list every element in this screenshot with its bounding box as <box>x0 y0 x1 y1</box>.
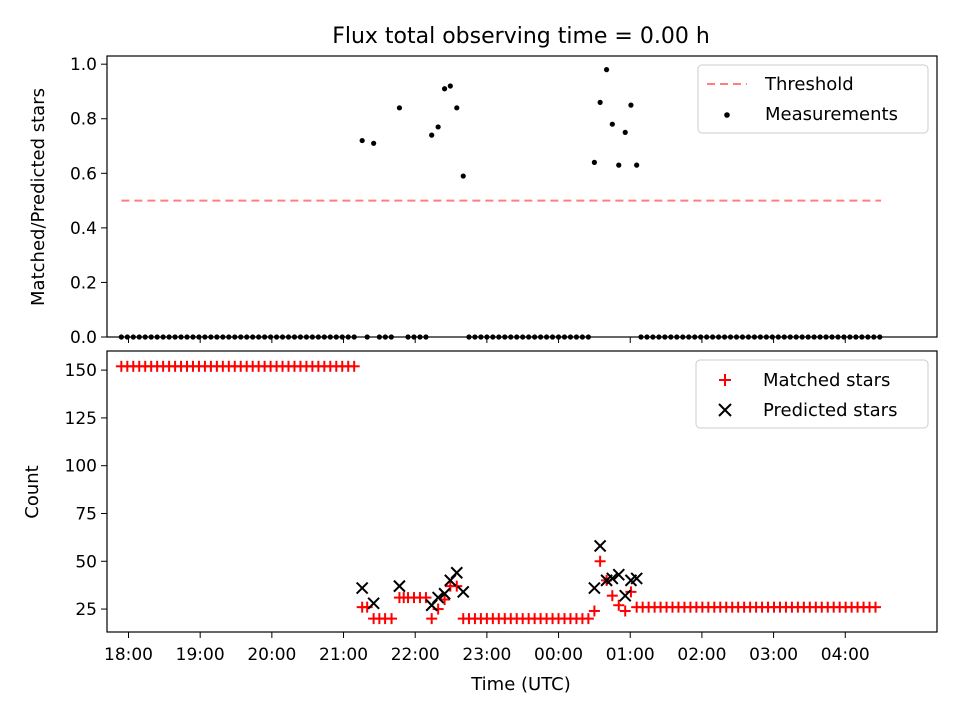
measurement-point <box>609 121 615 127</box>
threshold-legend-label: Threshold <box>764 74 854 95</box>
matched-star-point <box>613 599 625 611</box>
x-tick-label: 21:00 <box>319 645 368 665</box>
matched-star-point <box>619 605 631 617</box>
predicted-stars-legend-swatch <box>718 403 732 417</box>
top-axes: 0.0 0.2 0.4 0.6 0.8 1.0 Matched/Predicted sta… <box>28 55 938 348</box>
chart-title: Flux total observing time = 0.00 h <box>332 24 710 49</box>
top-legend: Threshold Measurements <box>697 64 929 134</box>
predicted-star-point <box>588 581 601 595</box>
top-y-tick-label: 0.6 <box>70 164 97 184</box>
x-tick-label: 00:00 <box>534 645 583 665</box>
top-y-tick-label: 0.8 <box>70 110 97 130</box>
top-y-tick-label: 0.2 <box>70 273 97 293</box>
bottom-plot-area <box>115 360 882 625</box>
bottom-axes: 25 50 75 100 125 150 18:00 19:00 20:00 21:00 22:0… <box>22 350 938 695</box>
matched-star-point <box>420 592 432 604</box>
top-y-ticks: 0.0 0.2 0.4 0.6 0.8 1.0 <box>70 55 107 348</box>
bottom-y-tick-label: 150 <box>65 361 97 381</box>
x-tick-label: 03:00 <box>749 645 798 665</box>
matched-star-point <box>594 555 606 567</box>
matched-star-point <box>870 601 882 613</box>
bottom-y-ticks: 25 50 75 100 125 150 <box>65 361 107 620</box>
matched-star-point <box>582 613 594 625</box>
bottom-y-tick-label: 75 <box>75 504 97 524</box>
measurement-point <box>447 83 453 89</box>
top-x-ticks <box>128 337 846 343</box>
measurement-point <box>460 173 466 179</box>
measurement-point <box>371 140 377 146</box>
measurement-point <box>454 105 460 111</box>
matched-stars-legend-swatch <box>719 374 731 386</box>
x-tick-label: 01:00 <box>606 645 655 665</box>
x-tick-label: 04:00 <box>821 645 870 665</box>
predicted-stars-legend-label: Predicted stars <box>763 400 897 421</box>
matched-star-point <box>426 613 438 625</box>
predicted-star-point <box>606 572 619 585</box>
measurement-point <box>396 105 403 111</box>
matched-star-point <box>457 613 469 625</box>
measurement-point <box>429 132 435 138</box>
matched-star-point <box>348 360 360 372</box>
predicted-star-point <box>393 579 406 593</box>
x-tick-label: 18:00 <box>104 645 153 665</box>
measurement-point <box>597 99 603 105</box>
measurement-point <box>359 137 365 144</box>
predicted-star-point <box>593 539 607 553</box>
top-axes-frame <box>106 55 938 338</box>
predicted-star-point <box>450 566 463 579</box>
bottom-y-axis-label: Count <box>22 465 43 518</box>
matched-star-point <box>588 605 600 617</box>
measurements-legend-label: Measurements <box>765 104 898 125</box>
x-tick-label: 22:00 <box>391 645 440 665</box>
top-y-tick-label: 0.4 <box>70 219 97 239</box>
bottom-y-tick-label: 125 <box>65 409 97 429</box>
predicted-star-point <box>612 568 625 581</box>
measurement-point <box>634 162 640 168</box>
x-tick-label: 20:00 <box>247 645 296 665</box>
x-tick-label: 02:00 <box>677 645 726 665</box>
measurements-legend-swatch <box>724 112 730 118</box>
matched-star-point <box>451 580 463 592</box>
measurement-point <box>622 129 628 135</box>
predicted-star-point <box>355 581 369 595</box>
x-tick-label: 23:00 <box>462 645 511 665</box>
top-y-axis-label: Matched/Predicted stars <box>28 88 49 306</box>
predicted-star-point <box>438 587 451 600</box>
measurement-point <box>441 86 448 92</box>
top-legend-box <box>697 64 929 134</box>
predicted-star-point <box>367 597 380 610</box>
measurement-point <box>628 102 634 108</box>
predicted-star-point <box>630 572 643 585</box>
measurement-point <box>603 67 610 73</box>
bottom-y-tick-label: 25 <box>75 600 97 620</box>
predicted-star-point <box>431 591 445 604</box>
bottom-x-ticks: 18:00 19:00 20:00 21:00 22:00 23:00 00:00 01:00… <box>104 632 870 665</box>
matched-stars-legend-label: Matched stars <box>763 370 890 391</box>
measurement-point <box>435 124 441 130</box>
bottom-legend: Matched stars Predicted stars <box>695 359 929 429</box>
measurement-point <box>591 159 597 165</box>
top-y-tick-label: 1.0 <box>70 55 97 75</box>
matched-star-point <box>606 590 618 602</box>
top-y-tick-label: 0.0 <box>70 328 97 348</box>
matched-star-point <box>625 586 637 598</box>
bottom-y-tick-label: 50 <box>75 552 97 572</box>
predicted-star-point <box>457 585 470 599</box>
bottom-legend-box <box>695 359 929 429</box>
measurement-point <box>616 162 622 168</box>
x-axis-label: Time (UTC) <box>470 674 571 695</box>
bottom-axes-frame <box>106 350 938 633</box>
matched-star-point <box>398 592 410 604</box>
predicted-star-point <box>619 589 632 602</box>
bottom-y-tick-label: 100 <box>65 457 97 477</box>
x-tick-label: 19:00 <box>176 645 225 665</box>
matched-star-point <box>386 613 398 625</box>
